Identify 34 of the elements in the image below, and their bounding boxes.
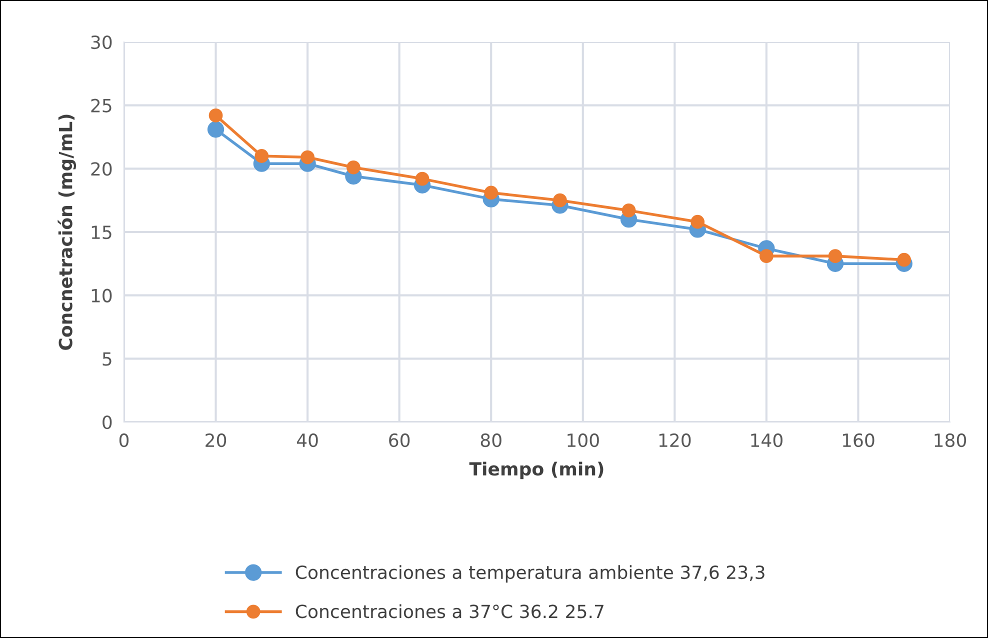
x-tick-label: 80: [480, 433, 502, 448]
point: [553, 193, 567, 208]
point: [484, 186, 498, 200]
point: [690, 214, 705, 229]
x-tick-label: 100: [568, 433, 599, 448]
x-tick-label: 0: [119, 433, 129, 448]
y-axis-title: Concnetración (mg/mL): [58, 114, 76, 350]
y-tick-label: 15: [92, 226, 112, 240]
x-tick-label: 180: [934, 433, 966, 448]
x-tick-label: 60: [389, 433, 410, 448]
point: [760, 249, 774, 264]
x-tick-label: 160: [842, 433, 874, 448]
point: [346, 160, 360, 174]
x-axis-title: Tiempo (min): [469, 462, 604, 480]
point: [622, 204, 636, 218]
legend-label: Concentraciones a temperatura ambiente 37,6 23,3: [296, 565, 764, 583]
x-tick-label: 40: [296, 433, 318, 448]
y-tick-label: 5: [102, 352, 112, 366]
y-tick-label: 20: [91, 162, 112, 176]
x-tick-label: 140: [751, 433, 782, 448]
x-tick-label: 20: [206, 433, 226, 448]
point: [208, 108, 223, 122]
x-tick-label: 120: [659, 433, 691, 448]
point: [254, 149, 269, 163]
point: [207, 121, 224, 138]
y-tick-label: 0: [102, 415, 112, 430]
point: [828, 249, 842, 264]
point: [897, 252, 912, 267]
point: [300, 150, 314, 164]
legend-label: Concentraciones a 37°C 36.2 25.7: [296, 604, 604, 618]
y-tick-label: 30: [91, 35, 112, 50]
point: [415, 172, 430, 186]
y-tick-label: 25: [91, 98, 112, 112]
y-tick-label: 10: [92, 288, 112, 302]
